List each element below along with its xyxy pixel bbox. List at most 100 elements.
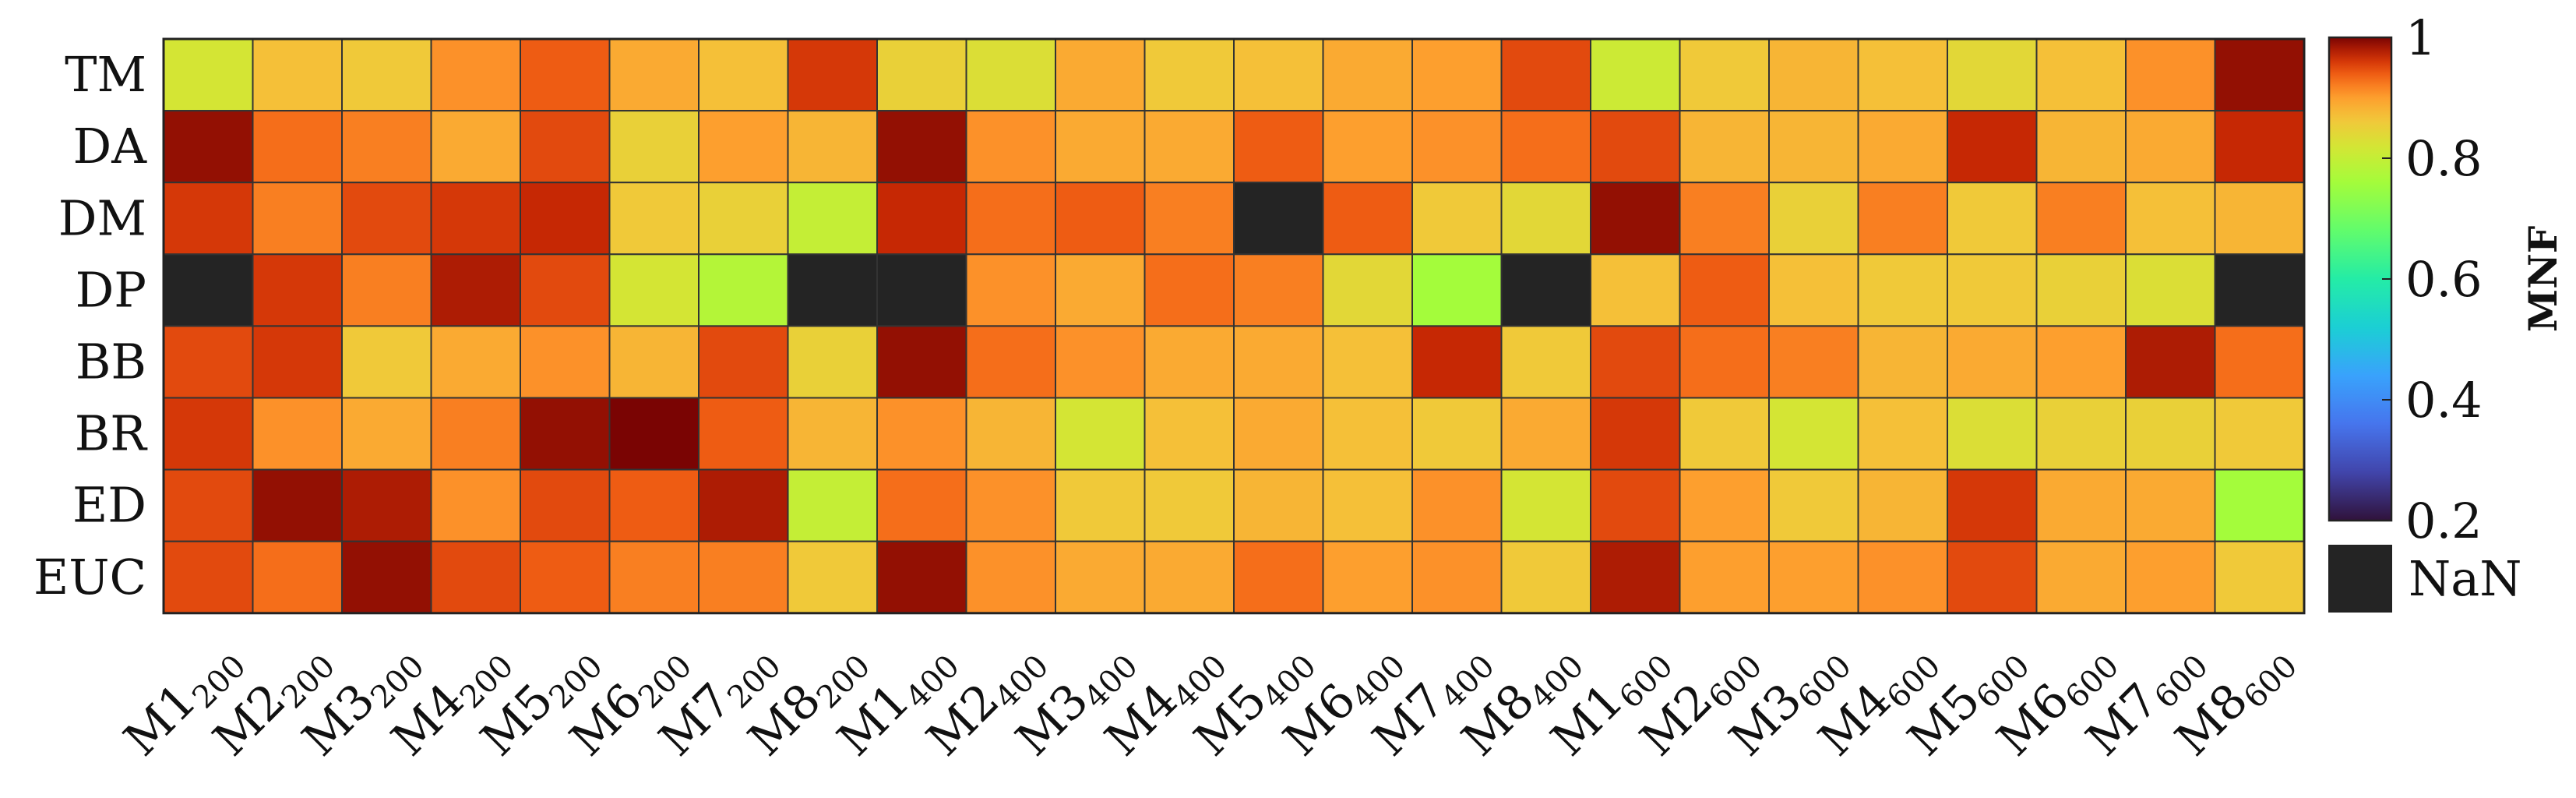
heatmap-cell: [1768, 38, 1859, 112]
heatmap-cell: [787, 38, 878, 112]
heatmap-cell: [1233, 397, 1324, 471]
heatmap-cell: [698, 540, 789, 614]
heatmap-cell: [1055, 540, 1146, 614]
heatmap-cell: [698, 468, 789, 542]
heatmap-cell: [163, 468, 254, 542]
heatmap-cell: [2035, 540, 2127, 614]
heatmap-cell: [1500, 182, 1591, 256]
heatmap-cell: [1947, 38, 2038, 112]
heatmap-cell: [1947, 397, 2038, 471]
heatmap-cell: [876, 110, 967, 184]
heatmap-cell: [2214, 397, 2305, 471]
heatmap-cell: [608, 325, 700, 399]
heatmap-cell: [698, 38, 789, 112]
heatmap-cell: [1857, 110, 1948, 184]
heatmap-cell: [163, 397, 254, 471]
heatmap-cell: [1322, 38, 1413, 112]
heatmap-cell: [1947, 540, 2038, 614]
heatmap-cell: [1500, 397, 1591, 471]
heatmap-cell: [1590, 253, 1681, 327]
heatmap-cell: [430, 397, 521, 471]
heatmap-cell: [2214, 38, 2305, 112]
heatmap-cell: [1233, 38, 1324, 112]
heatmap-cell: [430, 325, 521, 399]
nan-legend-label: NaN: [2409, 550, 2521, 607]
heatmap-cell: [1947, 253, 2038, 327]
heatmap-cell: [2035, 468, 2127, 542]
heatmap-cell: [341, 325, 432, 399]
heatmap-cell: [520, 38, 611, 112]
heatmap-cell: [1679, 38, 1770, 112]
heatmap-cell: [1322, 325, 1413, 399]
heatmap-cell: [1322, 253, 1413, 327]
heatmap-cell: [520, 182, 611, 256]
heatmap-cell: [1947, 468, 2038, 542]
heatmap-cell: [787, 325, 878, 399]
nan-legend-swatch: [2328, 545, 2392, 613]
colorbar-label: MNF: [2520, 226, 2566, 333]
heatmap-cell: [1768, 325, 1859, 399]
heatmap-cell: [430, 110, 521, 184]
heatmap-cell: [1055, 253, 1146, 327]
row-labels: TM DA DM DP BB BR ED EUC: [33, 46, 148, 606]
heatmap-cell: [608, 397, 700, 471]
heatmap-cell: [2035, 182, 2127, 256]
heatmap-cell: [2125, 397, 2216, 471]
heatmap-cell: [1857, 182, 1948, 256]
heatmap-cell: [430, 540, 521, 614]
heatmap-cell: [1947, 325, 2038, 399]
row-label: BR: [75, 405, 149, 462]
heatmap-cell: [1322, 110, 1413, 184]
heatmap-cell: [1590, 182, 1681, 256]
heatmap-cell: [1857, 253, 1948, 327]
heatmap-cell: [1411, 540, 1503, 614]
heatmap-cell: [1233, 253, 1324, 327]
heatmap-cell: [1233, 468, 1324, 542]
heatmap-cell: [1411, 397, 1503, 471]
heatmap-cell: [2035, 38, 2127, 112]
heatmap-cell: [2125, 253, 2216, 327]
heatmap-cell: [252, 110, 343, 184]
heatmap-cell: [698, 325, 789, 399]
row-label: BB: [76, 333, 146, 390]
heatmap-cell: [252, 397, 343, 471]
heatmap-cell: [1055, 38, 1146, 112]
heatmap-cell: [520, 110, 611, 184]
heatmap-cell: [1144, 325, 1235, 399]
heatmap-cell: [2214, 325, 2305, 399]
heatmap-cell: [252, 38, 343, 112]
heatmap-cell: [163, 110, 254, 184]
heatmap-cell: [1411, 325, 1503, 399]
row-label: DM: [58, 189, 146, 246]
heatmap-cell: [787, 397, 878, 471]
heatmap-cell: [2035, 253, 2127, 327]
heatmap-cell: [252, 325, 343, 399]
heatmap-cell: [520, 325, 611, 399]
heatmap-cell: [341, 397, 432, 471]
heatmap-cell: [1500, 38, 1591, 112]
heatmap-cells: [162, 37, 2306, 615]
heatmap-cell: [1322, 182, 1413, 256]
heatmap-cell: [1144, 468, 1235, 542]
heatmap-cell: [2125, 182, 2216, 256]
heatmap-cell: [2035, 110, 2127, 184]
heatmap-cell: [1144, 182, 1235, 256]
colorbar: 1 0.8 0.6 0.4 0.2 MNF NaN: [2328, 9, 2566, 613]
heatmap-cell: [965, 38, 1056, 112]
heatmap-cell: [1411, 468, 1503, 542]
heatmap-cell: [1322, 397, 1413, 471]
heatmap-cell: [163, 182, 254, 256]
heatmap-cell: [608, 38, 700, 112]
heatmap-cell: [1679, 397, 1770, 471]
heatmap-cell: [2214, 540, 2305, 614]
heatmap-cell: [2125, 38, 2216, 112]
heatmap-cell: [1768, 468, 1859, 542]
heatmap-cell: [341, 253, 432, 327]
heatmap-cell: [1055, 182, 1146, 256]
heatmap-cell: [1768, 397, 1859, 471]
heatmap-cell: [1233, 325, 1324, 399]
heatmap-cell: [876, 397, 967, 471]
heatmap-cell: [2214, 110, 2305, 184]
heatmap-cell: [1500, 468, 1591, 542]
heatmap-cell: [965, 253, 1056, 327]
